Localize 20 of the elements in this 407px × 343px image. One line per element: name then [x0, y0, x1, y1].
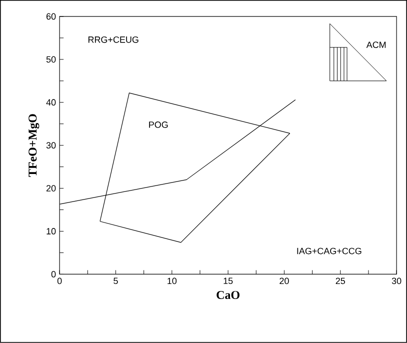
annotation: RRG+CEUG: [88, 36, 138, 43]
x-tick-label: 20: [280, 278, 289, 284]
y-tick-label: 40: [46, 99, 56, 106]
y-tick-label: 10: [46, 228, 56, 235]
y-tick-label: 60: [46, 13, 56, 20]
annotation: POG: [149, 122, 168, 128]
x-tick-label: 30: [392, 278, 402, 284]
x-tick-label: 10: [168, 278, 177, 284]
y-tick-label: 0: [51, 271, 56, 278]
x-tick-label: 0: [57, 278, 62, 284]
y-tick-label: 20: [46, 185, 56, 192]
x-tick-label: 15: [224, 278, 233, 284]
x-axis-title: CaO: [216, 291, 240, 300]
y-tick-label: 50: [46, 56, 56, 63]
y-tick-label: 30: [46, 142, 56, 149]
x-tick-label: 5: [114, 278, 118, 284]
annotation: ACM: [366, 42, 386, 48]
annotation: IAG+CAG+CCG: [297, 248, 362, 254]
x-tick-label: 25: [336, 278, 346, 284]
y-axis-title: TFeO+MgO: [28, 114, 40, 177]
